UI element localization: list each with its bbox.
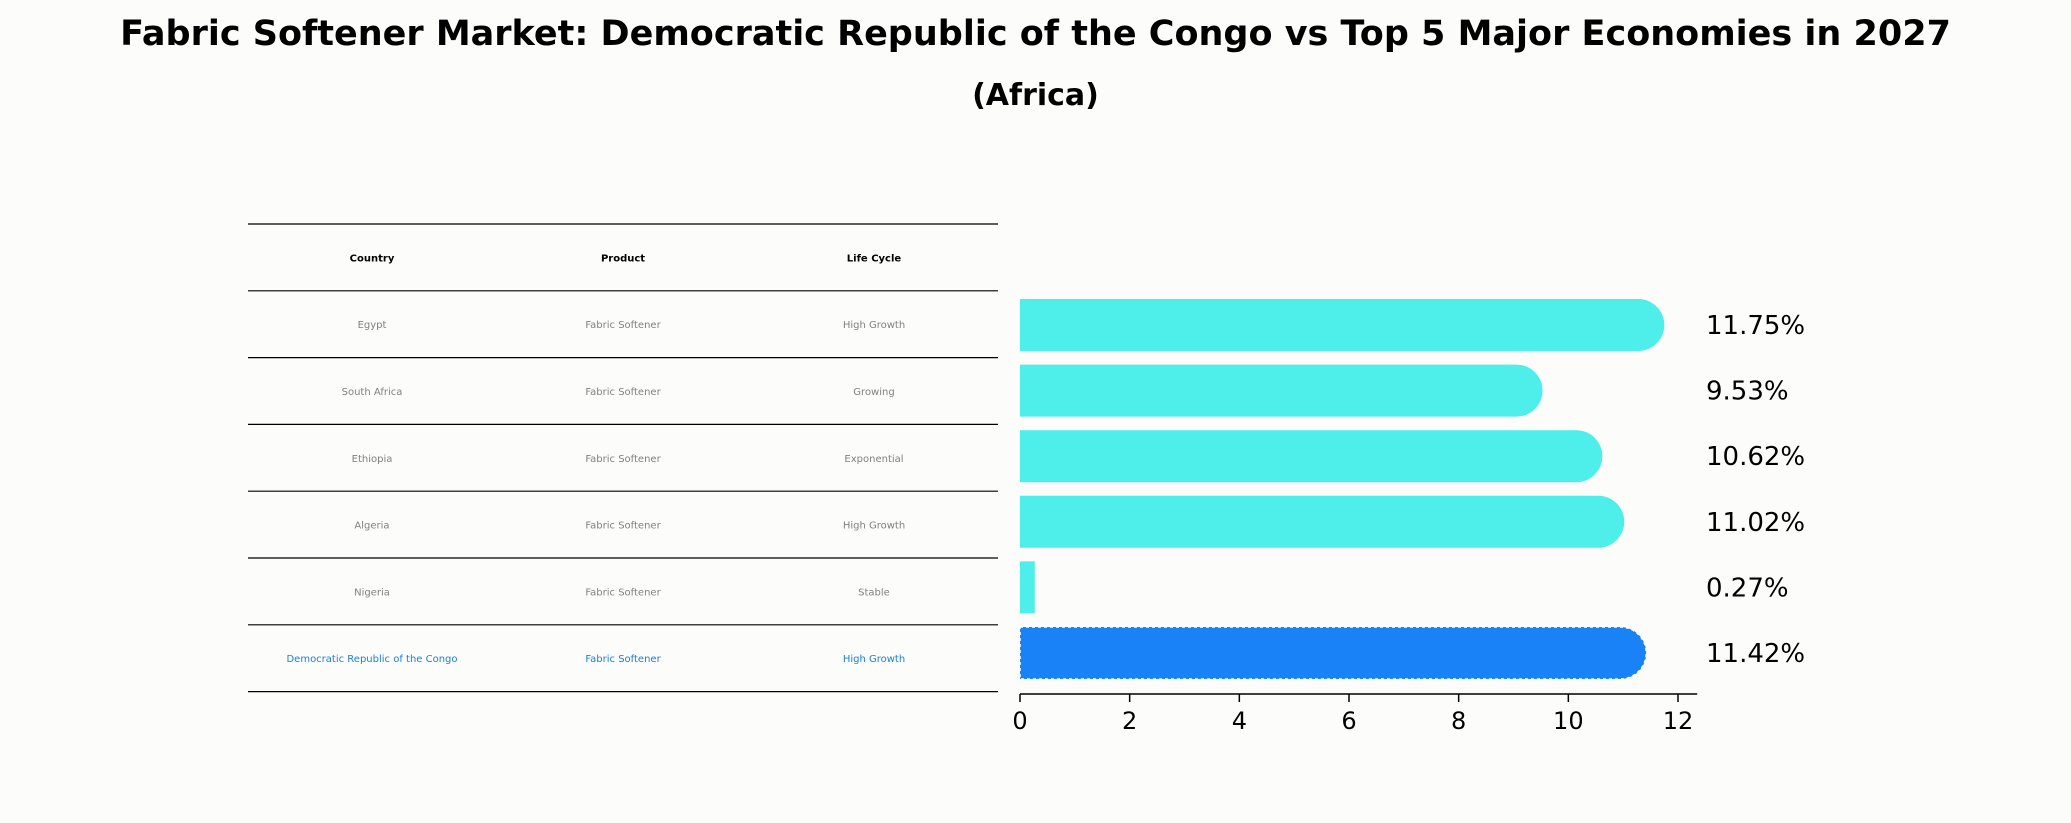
table-cell: Algeria [354, 521, 389, 532]
bar [1020, 495, 1625, 548]
bar-value-label: 11.75% [1706, 311, 1805, 341]
chart-subtitle: (Africa) [972, 78, 1099, 113]
x-tick-label: 4 [1232, 707, 1247, 735]
table-header: Country [350, 253, 395, 264]
table-cell: Nigeria [354, 587, 390, 598]
x-tick-label: 12 [1663, 707, 1694, 735]
table-cell: South Africa [342, 387, 403, 398]
bar-chart: 11.75% 9.53% 10.62% 11.02% 0.27% 11.42% [1019, 299, 1805, 680]
table-cell: High Growth [843, 320, 905, 331]
table-cell: Egypt [358, 320, 387, 331]
table-cell: High Growth [843, 654, 905, 665]
x-tick-label: 2 [1122, 707, 1137, 735]
x-tick-label: 10 [1553, 707, 1584, 735]
x-tick-label: 8 [1451, 707, 1466, 735]
bar-value-label: 11.42% [1706, 639, 1805, 669]
bar-value-label: 0.27% [1706, 573, 1789, 603]
bar [1020, 561, 1035, 614]
table-cell: Fabric Softener [585, 521, 661, 532]
table-cell: Fabric Softener [585, 320, 661, 331]
table-cell: Growing [853, 387, 894, 398]
table-header: Life Cycle [847, 253, 902, 264]
table-cell: Fabric Softener [585, 587, 661, 598]
bar [1019, 626, 1647, 680]
x-tick-label: 0 [1012, 707, 1027, 735]
table-header: Product [601, 253, 645, 264]
bar [1020, 430, 1603, 483]
bar [1020, 364, 1543, 417]
table-cell: Ethiopia [352, 454, 393, 465]
bar-value-label: 10.62% [1706, 442, 1805, 472]
table-cell: Fabric Softener [585, 387, 661, 398]
bar-value-label: 9.53% [1706, 377, 1789, 407]
table-cell: Stable [858, 587, 890, 598]
table-cell: High Growth [843, 521, 905, 532]
bar [1020, 299, 1665, 351]
x-axis: 0 2 4 6 8 10 12 [1012, 693, 1698, 735]
table-cell: Fabric Softener [585, 654, 661, 665]
bar-value-label: 11.02% [1706, 508, 1805, 538]
x-tick-label: 6 [1341, 707, 1356, 735]
chart-title: Fabric Softener Market: Democratic Repub… [120, 14, 1951, 54]
table-cell: Fabric Softener [585, 454, 661, 465]
data-table: Country Product Life Cycle Egypt Fabric Soft… [248, 223, 998, 693]
table-cell: Exponential [844, 454, 903, 465]
table-cell: Democratic Republic of the Congo [286, 654, 457, 665]
